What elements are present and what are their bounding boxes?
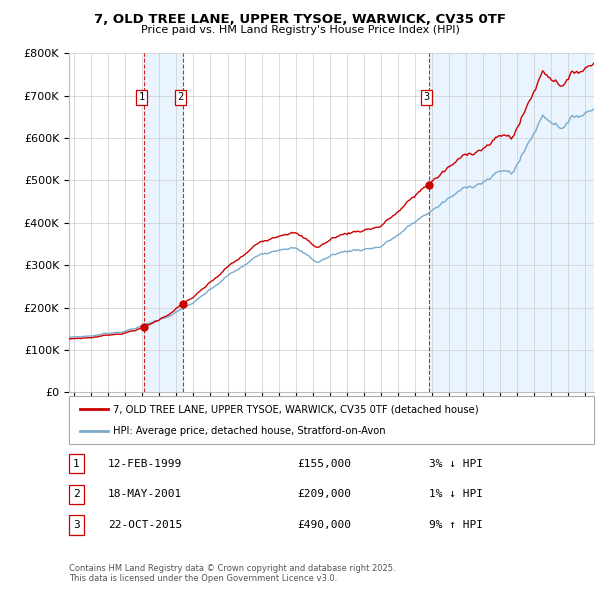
Text: 3: 3 xyxy=(73,520,80,530)
Text: 7, OLD TREE LANE, UPPER TYSOE, WARWICK, CV35 0TF: 7, OLD TREE LANE, UPPER TYSOE, WARWICK, … xyxy=(94,13,506,26)
Text: 1% ↓ HPI: 1% ↓ HPI xyxy=(429,490,483,499)
Text: 3: 3 xyxy=(423,92,430,102)
Bar xyxy=(144,53,183,392)
Text: Price paid vs. HM Land Registry's House Price Index (HPI): Price paid vs. HM Land Registry's House … xyxy=(140,25,460,35)
Text: £490,000: £490,000 xyxy=(297,520,351,530)
Text: 1: 1 xyxy=(139,92,145,102)
Text: 22-OCT-2015: 22-OCT-2015 xyxy=(108,520,182,530)
Text: 18-MAY-2001: 18-MAY-2001 xyxy=(108,490,182,499)
Text: 1: 1 xyxy=(73,459,80,468)
Bar xyxy=(429,53,594,392)
Text: 9% ↑ HPI: 9% ↑ HPI xyxy=(429,520,483,530)
Text: 12-FEB-1999: 12-FEB-1999 xyxy=(108,459,182,468)
Text: £155,000: £155,000 xyxy=(297,459,351,468)
Text: 2: 2 xyxy=(177,92,184,102)
Text: £209,000: £209,000 xyxy=(297,490,351,499)
Text: 2: 2 xyxy=(73,490,80,499)
Text: HPI: Average price, detached house, Stratford-on-Avon: HPI: Average price, detached house, Stra… xyxy=(113,426,385,436)
Text: 7, OLD TREE LANE, UPPER TYSOE, WARWICK, CV35 0TF (detached house): 7, OLD TREE LANE, UPPER TYSOE, WARWICK, … xyxy=(113,404,478,414)
Text: 3% ↓ HPI: 3% ↓ HPI xyxy=(429,459,483,468)
Text: Contains HM Land Registry data © Crown copyright and database right 2025.
This d: Contains HM Land Registry data © Crown c… xyxy=(69,563,395,583)
